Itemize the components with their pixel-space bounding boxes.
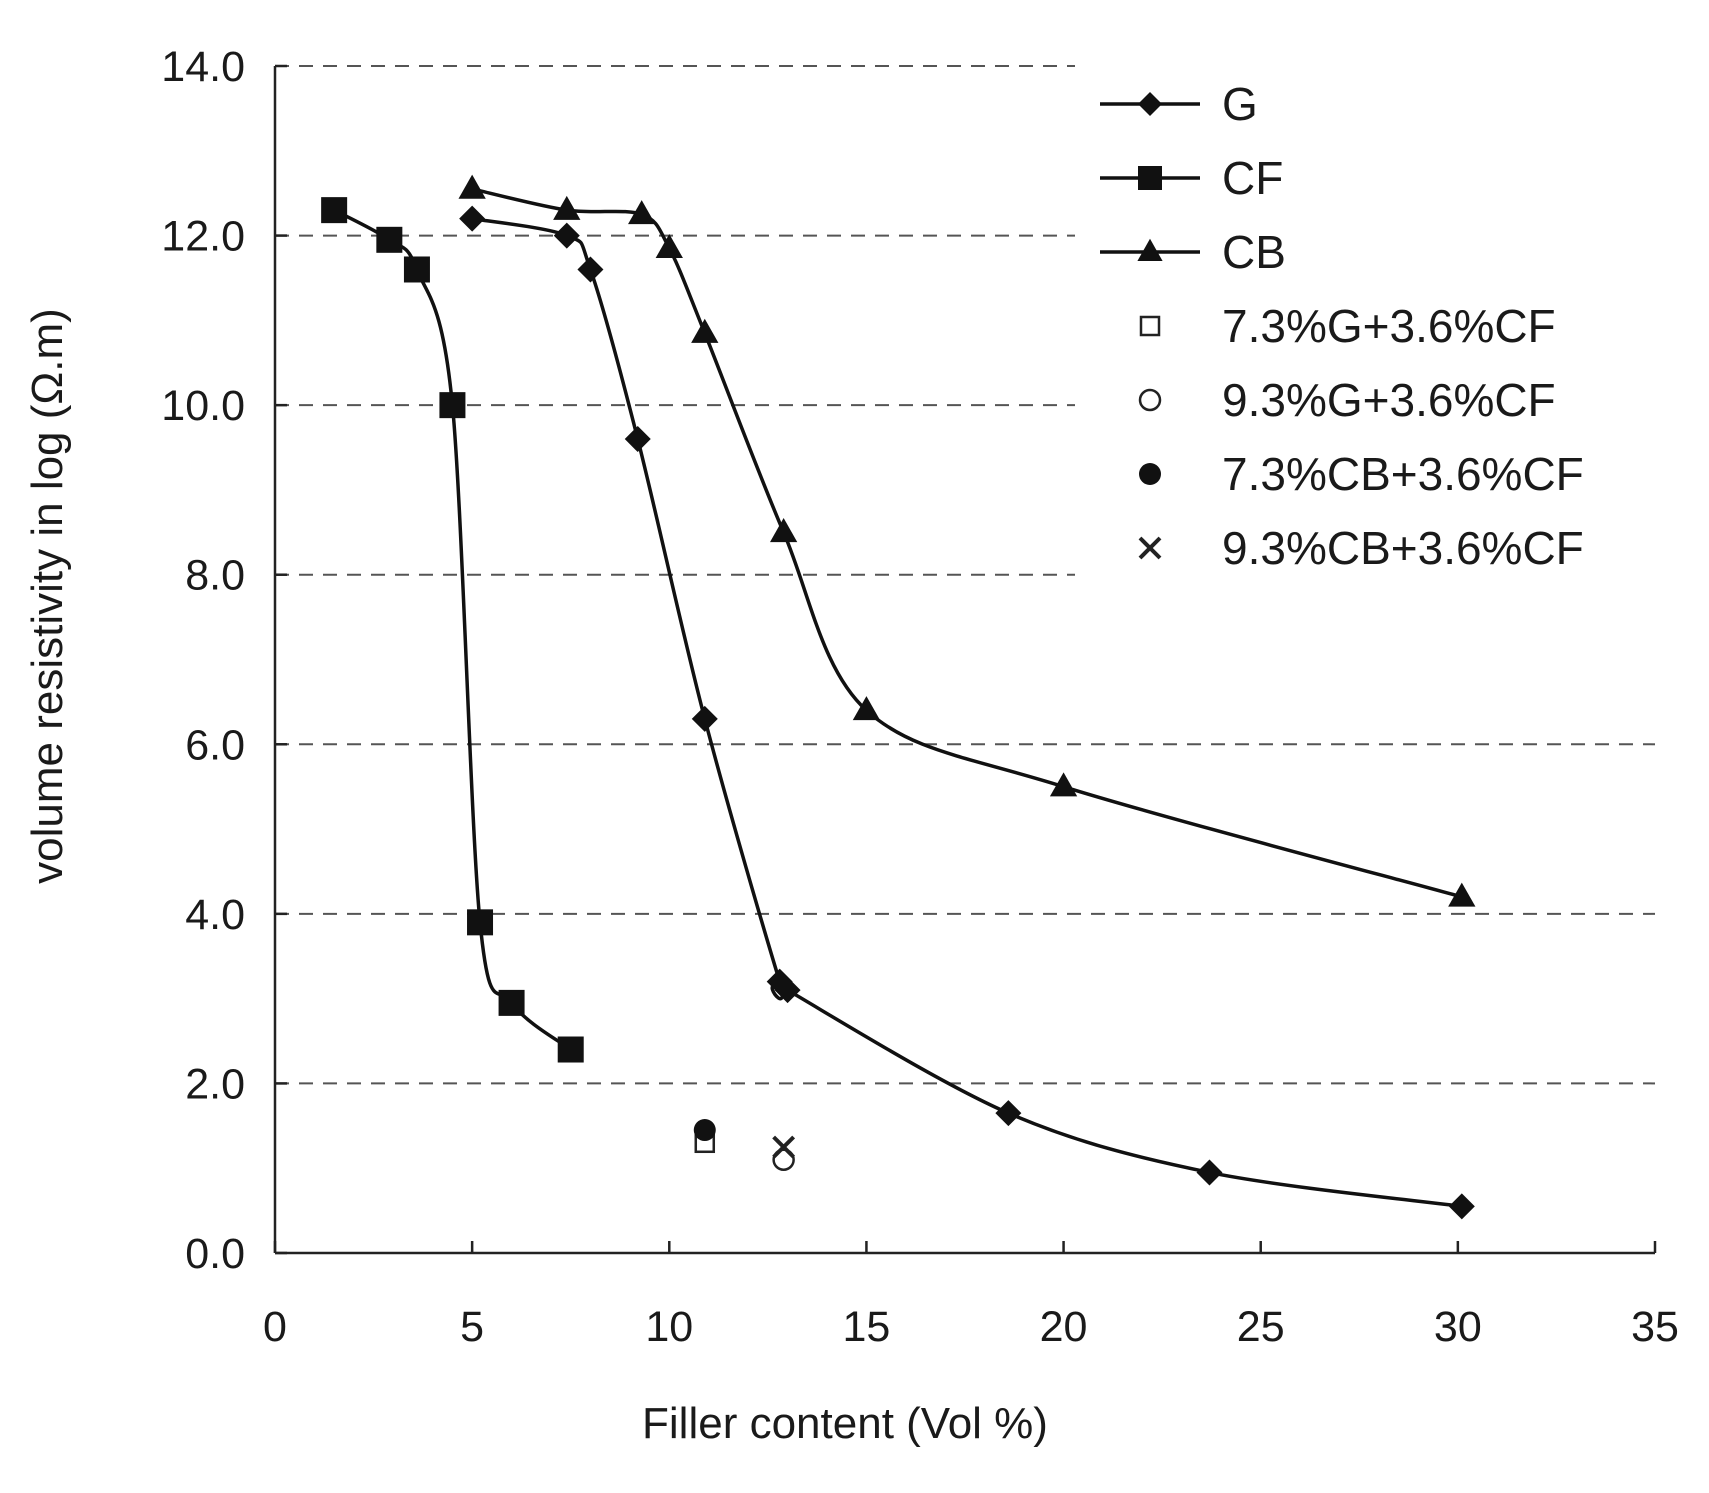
data-point-cf: [439, 392, 466, 419]
series-g: [459, 205, 1475, 1220]
legend-marker-g: [1138, 92, 1162, 116]
data-point-9-3-cb-3-6-cf: [772, 1135, 796, 1159]
legend-label: CB: [1222, 226, 1286, 278]
legend-item-9-3-g-3-6-cf: 9.3%G+3.6%CF: [1138, 374, 1556, 426]
legend-marker-cb: [1137, 238, 1163, 261]
legend-item-7-3-cb-3-6-cf: 7.3%CB+3.6%CF: [1139, 448, 1584, 500]
series-9-3-cb-3-6-cf: [772, 1135, 796, 1159]
legend-marker-7-3-cb-3-6-cf: [1139, 463, 1161, 485]
data-point-cf: [467, 909, 494, 936]
legend-label: G: [1222, 78, 1258, 130]
data-point-g: [774, 977, 801, 1004]
data-point-g: [553, 222, 580, 249]
legend-marker-7-3-g-3-6-cf: [1139, 315, 1161, 337]
data-point-g: [691, 705, 718, 732]
series-layer: [321, 174, 1476, 1220]
y-tick-label: 6.0: [185, 721, 245, 769]
data-point-g: [577, 256, 604, 283]
legend-item-cb: CB: [1100, 226, 1286, 278]
y-tick-label: 8.0: [185, 552, 245, 600]
data-point-cf: [321, 197, 348, 224]
legend-marker-9-3-g-3-6-cf: [1138, 388, 1162, 412]
data-point-cf: [376, 226, 403, 253]
data-point-cb: [1049, 772, 1078, 797]
legend: G CF CB 7.3%G+3.6%CF 9.3%G+3.6%CF 7.3%CB+3.6%…: [1100, 78, 1584, 574]
x-tick-label: 10: [645, 1303, 693, 1351]
y-tick-label: 12.0: [161, 213, 245, 261]
x-tick-label: 20: [1040, 1303, 1088, 1351]
x-tick-label: 15: [843, 1303, 891, 1351]
legend-label: 9.3%G+3.6%CF: [1222, 374, 1556, 426]
legend-item-cf: CF: [1100, 152, 1283, 204]
y-tick-label: 0.0: [185, 1230, 245, 1278]
y-tick-label: 14.0: [161, 43, 245, 91]
x-tick-label: 25: [1237, 1303, 1285, 1351]
data-point-cb: [553, 195, 581, 220]
y-tick-label: 10.0: [161, 382, 245, 430]
legend-marker-9-3-cb-3-6-cf: [1138, 536, 1162, 560]
data-point-cb: [628, 200, 656, 225]
data-point-7-3-cb-3-6-cf: [693, 1119, 716, 1142]
data-point-cb: [852, 696, 881, 721]
series-7-3-cb-3-6-cf: [693, 1119, 716, 1142]
data-point-cb: [1448, 882, 1476, 907]
legend-item-g: G: [1100, 78, 1258, 130]
y-tick-label: 4.0: [185, 891, 245, 939]
x-marker-stroke: [1138, 536, 1162, 560]
axis-layer: [273, 66, 1655, 1255]
legend-label: CF: [1222, 152, 1283, 204]
x-axis-title: Filler content (Vol %): [642, 1399, 1048, 1448]
data-point-g: [624, 426, 651, 453]
legend-item-9-3-cb-3-6-cf: 9.3%CB+3.6%CF: [1138, 522, 1584, 574]
x-tick-label: 30: [1434, 1303, 1482, 1351]
legend-item-7-3-g-3-6-cf: 7.3%G+3.6%CF: [1139, 300, 1556, 352]
x-tick-label: 0: [263, 1303, 287, 1351]
x-tick-label: 35: [1631, 1303, 1679, 1351]
x-marker-stroke: [772, 1135, 796, 1159]
data-point-cf: [498, 989, 525, 1016]
data-point-cb: [458, 174, 486, 199]
series-line-g: [471, 216, 1463, 1209]
data-point-cb: [655, 233, 683, 259]
data-point-cf: [557, 1036, 584, 1063]
legend-label: 7.3%CB+3.6%CF: [1222, 448, 1584, 500]
series-line-cf: [333, 208, 572, 1051]
y-axis-title: volume resistivity in log (Ω.m): [23, 308, 72, 884]
grid-layer: [275, 65, 1655, 1085]
legend-label: 7.3%G+3.6%CF: [1222, 300, 1556, 352]
y-tick-label: 2.0: [185, 1060, 245, 1108]
legend-label: 9.3%CB+3.6%CF: [1222, 522, 1584, 574]
data-point-g: [1196, 1159, 1223, 1186]
series-cf: [321, 197, 584, 1063]
series-line-cb: [471, 187, 1463, 899]
data-point-g: [1448, 1193, 1475, 1220]
data-point-cf: [403, 256, 430, 283]
data-point-g: [995, 1100, 1022, 1127]
data-point-g: [459, 205, 486, 232]
data-point-cb: [691, 318, 719, 343]
series-cb: [458, 174, 1476, 907]
x-tick-label: 5: [460, 1303, 484, 1351]
legend-marker-cf: [1138, 166, 1162, 190]
tick-layer: 0.0 2.0 4.0 6.0 8.0 10.0 12.0 14.0 0 5 10 15 20 25 30 3…: [161, 43, 1679, 1351]
data-point-cb: [769, 518, 798, 543]
